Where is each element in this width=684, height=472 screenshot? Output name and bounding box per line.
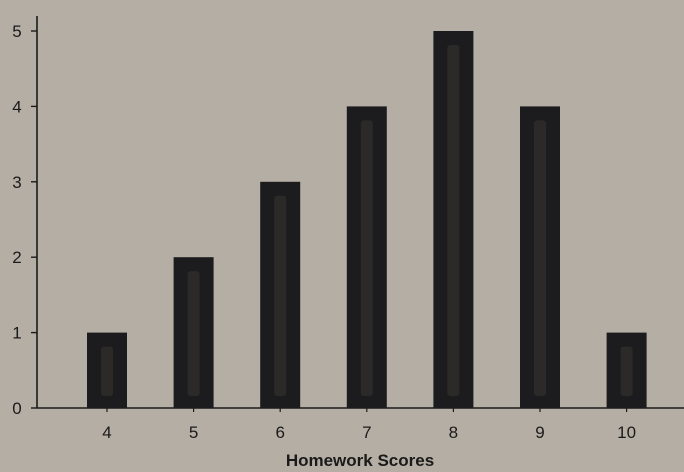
x-tick-label-10: 10	[617, 423, 636, 442]
y-tick-label-2: 2	[12, 248, 21, 267]
x-tick-label-6: 6	[275, 423, 284, 442]
bar-texture-6	[274, 195, 287, 396]
y-tick-label-4: 4	[12, 97, 21, 116]
bar-texture-10	[620, 346, 633, 396]
y-tick-label-3: 3	[12, 173, 21, 192]
bar-texture-8	[447, 45, 460, 396]
bars	[87, 31, 647, 409]
x-tick-label-9: 9	[535, 423, 544, 442]
bar-texture-9	[534, 120, 546, 397]
x-tick-label-8: 8	[449, 423, 458, 442]
bar-texture-7	[360, 120, 373, 397]
x-tick-label-5: 5	[189, 423, 198, 442]
labels: 0 1 2 3 4 5 4 5 6 7 8 9 10	[12, 22, 636, 442]
y-tick-label-5: 5	[12, 22, 21, 41]
x-axis-title: Homework Scores	[286, 451, 434, 470]
bar-texture-5	[187, 271, 200, 396]
y-tick-label-1: 1	[12, 324, 21, 343]
x-tick-label-7: 7	[362, 423, 371, 442]
bar-texture-4	[101, 346, 113, 396]
y-tick-label-0: 0	[12, 399, 21, 418]
x-tick-label-4: 4	[102, 423, 111, 442]
